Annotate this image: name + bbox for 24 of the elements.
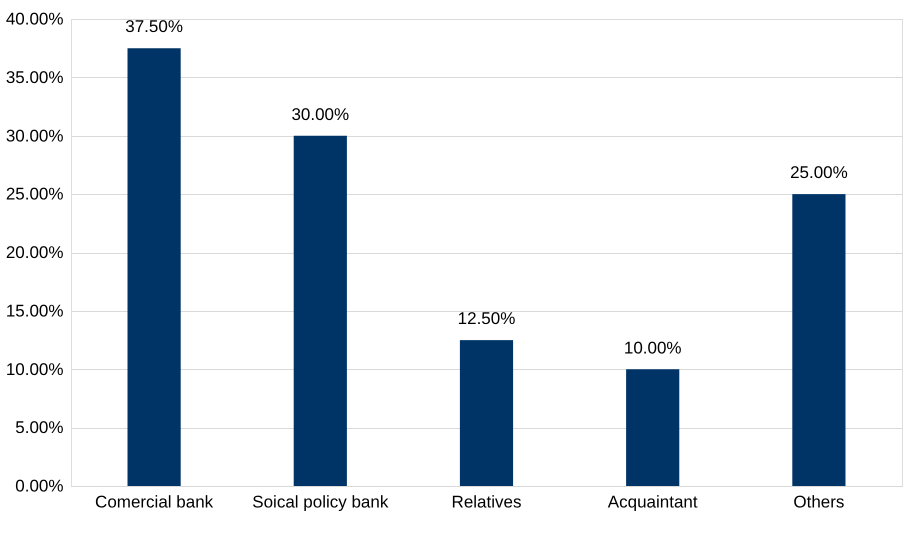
bar xyxy=(626,369,680,486)
data-label: 30.00% xyxy=(291,104,350,124)
bar xyxy=(294,136,347,486)
y-tick-label: 25.00% xyxy=(6,184,64,204)
x-tick-label: Soical policy bank xyxy=(252,492,389,512)
y-tick-label: 5.00% xyxy=(15,418,64,438)
data-label: 25.00% xyxy=(790,163,848,182)
y-tick-label: 40.00% xyxy=(6,10,64,28)
y-tick-label: 0.00% xyxy=(15,476,64,496)
bar xyxy=(460,340,514,486)
y-tick-label: 15.00% xyxy=(6,301,64,320)
y-tick-label: 30.00% xyxy=(6,126,64,146)
data-label: 10.00% xyxy=(624,338,682,358)
y-tick-label: 10.00% xyxy=(6,360,64,379)
bar xyxy=(128,48,181,486)
data-label: 12.50% xyxy=(458,309,516,328)
x-tick-label: Comercial bank xyxy=(95,492,214,512)
bar xyxy=(792,194,846,486)
x-tick-label: Others xyxy=(793,492,844,512)
data-label: 37.50% xyxy=(125,17,183,36)
y-tick-label: 35.00% xyxy=(6,68,64,87)
y-tick-label: 20.00% xyxy=(6,243,64,262)
x-tick-label: Relatives xyxy=(452,492,522,512)
x-tick-label: Acquaintant xyxy=(608,492,698,512)
